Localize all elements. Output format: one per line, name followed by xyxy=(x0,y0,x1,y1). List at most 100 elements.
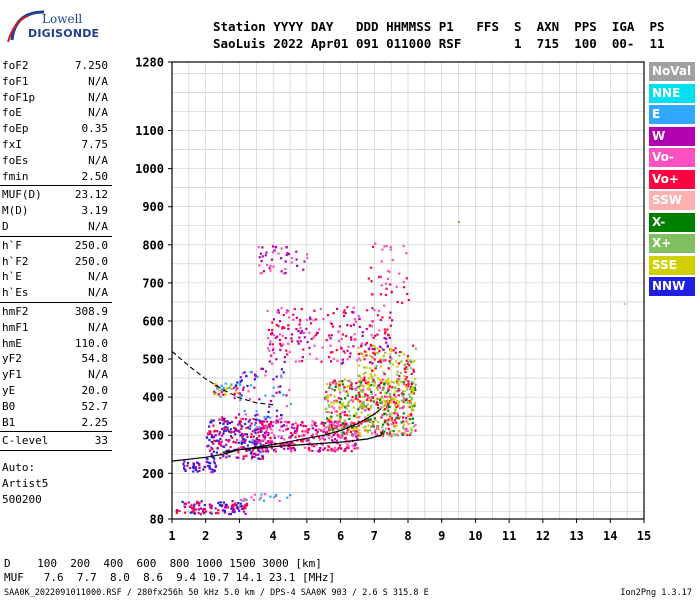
param-value: N/A xyxy=(88,74,108,88)
echo-point xyxy=(330,423,333,426)
echo-point xyxy=(341,422,344,425)
echo-point xyxy=(322,317,325,320)
echo-point xyxy=(409,427,412,430)
logo-line1: Lowell xyxy=(42,12,83,26)
echo-point xyxy=(404,378,407,381)
echo-point xyxy=(238,509,241,512)
echo-point xyxy=(213,384,216,387)
echo-point xyxy=(285,428,288,431)
echo-point xyxy=(268,360,271,363)
echo-point xyxy=(207,461,210,464)
echo-point xyxy=(338,391,342,394)
echo-point xyxy=(253,378,256,381)
echo-point xyxy=(258,264,261,267)
echo-point xyxy=(376,352,379,355)
echo-point xyxy=(269,269,272,272)
file-info-line: SAA0K_2022091011000.RSF / 280fx256h 50 k… xyxy=(4,588,429,598)
echo-point xyxy=(407,385,410,388)
echo-point xyxy=(338,325,341,328)
echo-point xyxy=(345,335,348,338)
echo-point xyxy=(300,329,303,333)
echo-point xyxy=(388,432,392,435)
echo-point xyxy=(244,498,247,501)
echo-point xyxy=(388,385,391,388)
echo-point xyxy=(240,441,243,445)
echo-point xyxy=(342,350,345,353)
echo-point xyxy=(242,457,245,460)
echo-point xyxy=(385,395,388,398)
echo-point xyxy=(414,429,417,432)
param-separator xyxy=(0,235,112,237)
y-tick-label: 200 xyxy=(142,467,164,481)
echo-point xyxy=(247,449,250,452)
echo-point xyxy=(353,447,356,450)
echo-point xyxy=(232,440,235,444)
x-tick-label: 6 xyxy=(337,529,344,543)
echo-point xyxy=(318,428,321,431)
echo-point xyxy=(371,362,374,365)
echo-point xyxy=(395,379,399,382)
param-value: 7.75 xyxy=(81,137,109,151)
echo-point xyxy=(273,436,276,439)
echo-point xyxy=(216,387,219,390)
echo-point xyxy=(401,394,404,398)
echo-point xyxy=(365,398,368,401)
echo-point xyxy=(363,395,366,398)
echo-point xyxy=(214,434,217,437)
echo-point xyxy=(343,314,346,318)
echo-point xyxy=(240,427,243,430)
echo-point xyxy=(240,446,243,449)
echo-point xyxy=(394,409,397,412)
y-tick-label: 80 xyxy=(150,513,164,527)
echo-point xyxy=(381,396,384,400)
echo-point xyxy=(215,512,218,515)
echo-point xyxy=(278,499,281,502)
echo-point xyxy=(330,360,333,363)
echo-point xyxy=(312,436,315,440)
echo-point xyxy=(290,436,293,439)
echo-point xyxy=(623,302,626,305)
echo-point xyxy=(285,253,288,257)
echo-point xyxy=(187,501,190,504)
echo-point xyxy=(410,429,414,432)
echo-point xyxy=(333,432,336,435)
echo-point xyxy=(351,396,354,399)
param-key: foEp xyxy=(2,122,29,136)
echo-point xyxy=(389,311,392,314)
echo-point xyxy=(186,461,190,465)
echo-point xyxy=(295,258,298,261)
echo-point xyxy=(414,383,417,386)
echo-point xyxy=(242,499,245,502)
echo-point xyxy=(338,406,341,409)
echo-point xyxy=(365,341,369,345)
echo-point xyxy=(238,421,241,424)
param-key: B0 xyxy=(2,399,16,413)
param-row: foF1 N/A xyxy=(0,74,112,90)
echo-point xyxy=(382,371,385,374)
echo-point xyxy=(337,385,340,389)
echo-point xyxy=(210,419,213,422)
echo-point xyxy=(397,404,400,407)
echo-point xyxy=(337,418,341,421)
echo-point xyxy=(208,432,211,435)
echo-point xyxy=(216,430,219,433)
echo-point xyxy=(334,382,338,385)
echo-point xyxy=(368,361,372,364)
echo-point xyxy=(338,380,341,383)
echo-point xyxy=(225,420,228,423)
echo-point xyxy=(270,333,273,336)
param-key: h`F2 xyxy=(2,254,29,268)
echo-point xyxy=(229,385,232,388)
echo-point xyxy=(383,430,386,433)
echo-point xyxy=(405,429,408,432)
autoscaling-info: Auto: xyxy=(2,461,36,475)
echo-point xyxy=(312,336,315,339)
echo-point xyxy=(245,502,248,505)
echo-point xyxy=(363,376,366,379)
echo-point xyxy=(368,382,371,385)
echo-point xyxy=(393,401,396,404)
echo-point xyxy=(249,384,253,387)
echo-point xyxy=(347,402,350,405)
echo-point xyxy=(394,434,397,437)
echo-point xyxy=(178,509,181,513)
